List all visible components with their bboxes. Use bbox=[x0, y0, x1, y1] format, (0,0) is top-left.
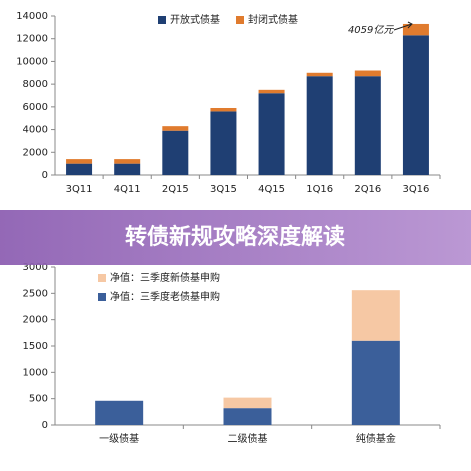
x-tick-label: 3Q11 bbox=[66, 184, 93, 195]
annotation-arrow bbox=[393, 21, 413, 31]
x-tick-label: 3Q16 bbox=[402, 184, 429, 195]
y-tick-label: 8000 bbox=[23, 79, 48, 90]
x-tick-label: 4Q11 bbox=[114, 184, 141, 195]
bar-segment bbox=[162, 126, 189, 131]
bar-segment bbox=[306, 72, 333, 77]
legend-label: 封闭式债基 bbox=[248, 13, 298, 26]
bar-segment bbox=[66, 159, 93, 164]
y-tick-label: 1000 bbox=[23, 367, 48, 378]
bar-segment bbox=[114, 163, 141, 175]
legend-label: 开放式债基 bbox=[170, 13, 220, 26]
bar-segment bbox=[114, 159, 141, 164]
y-tick-label: 3000 bbox=[23, 262, 48, 273]
annotation: 4059亿元 bbox=[348, 24, 394, 36]
y-tick-label: 12000 bbox=[16, 34, 48, 45]
bar-segment bbox=[223, 397, 272, 409]
y-tick-label: 0 bbox=[42, 420, 48, 431]
x-tick-label: 二级债基 bbox=[228, 432, 268, 445]
legend-label: 净值：三季度新债基申购 bbox=[110, 271, 220, 284]
bar-segment bbox=[351, 340, 400, 425]
x-tick-label: 一级债基 bbox=[99, 432, 139, 445]
bar-segment bbox=[66, 163, 93, 175]
bar-segment bbox=[95, 400, 144, 425]
legend-swatch bbox=[98, 293, 106, 301]
y-tick-label: 2000 bbox=[23, 315, 48, 326]
y-tick-label: 1500 bbox=[23, 341, 48, 352]
bar-segment bbox=[223, 408, 272, 425]
legend-swatch bbox=[236, 16, 244, 24]
y-tick-label: 2500 bbox=[23, 288, 48, 299]
bar-segment bbox=[402, 35, 429, 175]
legend-label: 净值：三季度老债基申购 bbox=[110, 290, 220, 303]
bar-segment bbox=[210, 107, 237, 112]
bar-segment bbox=[354, 70, 381, 77]
y-tick-label: 500 bbox=[29, 394, 48, 405]
y-tick-label: 10000 bbox=[16, 56, 48, 67]
banner-text: 转债新规攻略深度解读 bbox=[125, 224, 345, 250]
bar-segment bbox=[351, 290, 400, 341]
bar-segment bbox=[354, 76, 381, 175]
legend-swatch bbox=[158, 16, 166, 24]
y-tick-label: 2000 bbox=[23, 147, 48, 158]
x-tick-label: 纯债基金 bbox=[356, 432, 396, 445]
bar-segment bbox=[258, 89, 285, 94]
y-tick-label: 0 bbox=[42, 170, 48, 181]
x-tick-label: 2Q15 bbox=[162, 184, 189, 195]
legend-swatch bbox=[98, 274, 106, 282]
y-tick-label: 4000 bbox=[23, 125, 48, 136]
bar-segment bbox=[258, 93, 285, 175]
y-tick-label: 14000 bbox=[16, 11, 48, 22]
bar-segment bbox=[210, 111, 237, 175]
bar-segment bbox=[162, 130, 189, 175]
x-tick-label: 1Q16 bbox=[306, 184, 333, 195]
bar-segment bbox=[402, 23, 429, 36]
y-tick-label: 6000 bbox=[23, 102, 48, 113]
bar-segment bbox=[306, 76, 333, 175]
x-tick-label: 3Q15 bbox=[210, 184, 237, 195]
x-tick-label: 4Q15 bbox=[258, 184, 285, 195]
x-tick-label: 2Q16 bbox=[354, 184, 381, 195]
banner-bg bbox=[0, 210, 471, 265]
